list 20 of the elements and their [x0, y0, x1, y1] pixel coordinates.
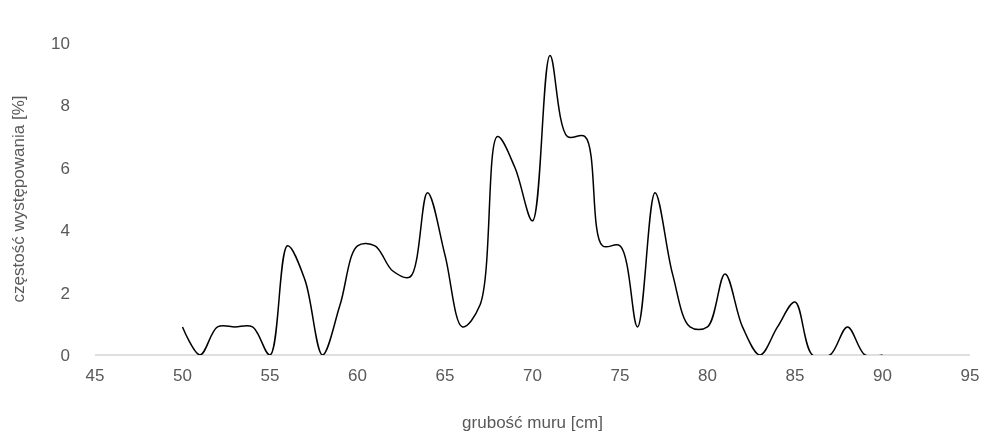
x-tick-label: 55 [260, 366, 280, 385]
x-tick-label: 45 [85, 366, 105, 385]
x-tick-label: 60 [348, 366, 367, 385]
y-tick-label: 8 [60, 96, 70, 116]
y-tick-label: 2 [60, 283, 70, 303]
y-tick-label: 10 [51, 34, 70, 53]
y-tick-label: 0 [60, 346, 70, 365]
x-axis-title: grubość muru [cm] [462, 413, 603, 432]
x-tick-label: 75 [610, 366, 630, 385]
x-tick-label: 95 [960, 366, 980, 385]
x-tick-label: 70 [523, 366, 542, 385]
x-tick-label: 90 [873, 366, 892, 385]
x-tick-label: 50 [173, 366, 192, 385]
x-tick-label: 65 [435, 366, 455, 385]
x-tick-label: 85 [785, 366, 805, 385]
y-axis-title: częstość występowania [%] [9, 95, 28, 303]
y-tick-label: 4 [60, 221, 70, 241]
y-tick-label: 6 [60, 158, 70, 178]
x-tick-label: 80 [698, 366, 717, 385]
line-series [181, 54, 884, 355]
